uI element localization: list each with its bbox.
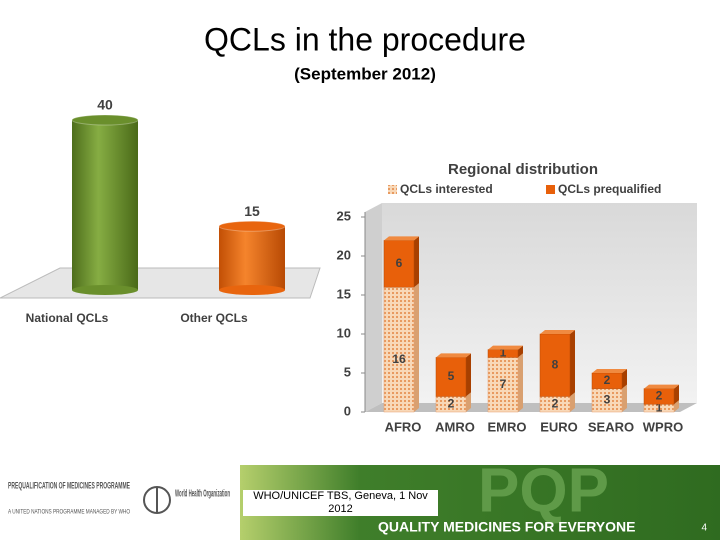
page-number: 4	[701, 523, 707, 534]
chart-title: Regional distribution	[448, 161, 598, 178]
bar-side	[570, 392, 575, 412]
side-wall	[365, 203, 382, 412]
slide-title: QCLs in the procedure	[204, 21, 526, 57]
y-tick-label: 15	[337, 286, 351, 301]
cylinder-top	[71, 114, 139, 126]
bar-top	[488, 345, 523, 350]
legend-swatch	[388, 185, 397, 194]
bar-segment	[539, 333, 571, 397]
cylinder-base	[219, 285, 285, 295]
bar-side	[622, 384, 627, 412]
x-tick-label: EURO	[540, 419, 578, 434]
x-tick-label: AFRO	[385, 419, 422, 434]
bar-side	[674, 384, 679, 405]
legend-swatch	[546, 185, 555, 194]
event-text: WHO/UNICEF TBS, Geneva, 1 Nov 2012	[243, 490, 438, 516]
value-label: 2	[552, 396, 559, 410]
bar-top	[384, 236, 419, 241]
who-name: World Health Organization	[175, 489, 230, 500]
value-label: 7	[500, 377, 507, 391]
bar-side	[414, 283, 419, 412]
bar-side	[466, 392, 471, 412]
bar-segment	[383, 286, 415, 413]
bar-top	[436, 353, 471, 358]
cylinder-top	[218, 220, 286, 232]
x-tick-label: WPRO	[643, 419, 683, 434]
x-tick-label: EMRO	[488, 419, 527, 434]
bar-segment	[383, 240, 415, 288]
who-emblem	[143, 486, 171, 514]
value-label: 6	[396, 256, 403, 270]
value-label: 5	[448, 369, 455, 383]
footer-brand: PQP	[478, 456, 609, 525]
program-name: PREQUALIFICATION OF MEDICINES PROGRAMME	[8, 481, 130, 492]
bar-side	[570, 330, 575, 397]
y-tick-label: 10	[337, 325, 351, 340]
value-label: 8	[552, 357, 559, 371]
legend-label: QCLs prequalified	[558, 182, 661, 196]
category-label: National QCLs	[26, 311, 109, 325]
bar-side	[622, 369, 627, 389]
bar-segment	[487, 357, 519, 413]
bar-side	[518, 345, 523, 358]
value-label: 15	[244, 203, 260, 219]
value-label: 2	[448, 396, 455, 410]
y-tick-label: 0	[344, 403, 351, 418]
bar-segment	[435, 357, 467, 397]
value-label: 2	[656, 389, 663, 403]
program-sub: A UNITED NATIONS PROGRAMME MANAGED BY WH…	[8, 509, 130, 516]
bar-top	[592, 369, 627, 373]
bar-side	[466, 353, 471, 397]
value-label: 3	[604, 392, 611, 406]
slide-subtitle: (September 2012)	[294, 64, 436, 83]
value-label: 2	[604, 373, 611, 387]
y-tick-label: 5	[344, 364, 351, 379]
value-label: 40	[97, 97, 113, 113]
cylinder	[219, 226, 285, 290]
category-label: Other QCLs	[180, 311, 248, 325]
value-label: 16	[392, 352, 406, 366]
tagline: QUALITY MEDICINES FOR EVERYONE	[378, 519, 635, 535]
value-label: 1	[656, 400, 663, 414]
value-label: 1	[500, 346, 507, 360]
cylinder-base	[72, 285, 138, 295]
event-box: WHO/UNICEF TBS, Geneva, 1 Nov 2012	[243, 490, 438, 516]
cylinder	[72, 120, 138, 290]
bar-side	[674, 400, 679, 412]
x-tick-label: AMRO	[435, 419, 475, 434]
y-tick-label: 25	[337, 208, 351, 223]
x-tick-label: SEARO	[588, 419, 634, 434]
bar-top	[644, 384, 679, 389]
y-tick-label: 20	[337, 247, 351, 262]
bar-side	[414, 236, 419, 288]
bar-side	[518, 353, 523, 412]
back-wall	[382, 203, 697, 403]
bar-top	[540, 330, 575, 334]
legend-label: QCLs interested	[400, 182, 493, 196]
